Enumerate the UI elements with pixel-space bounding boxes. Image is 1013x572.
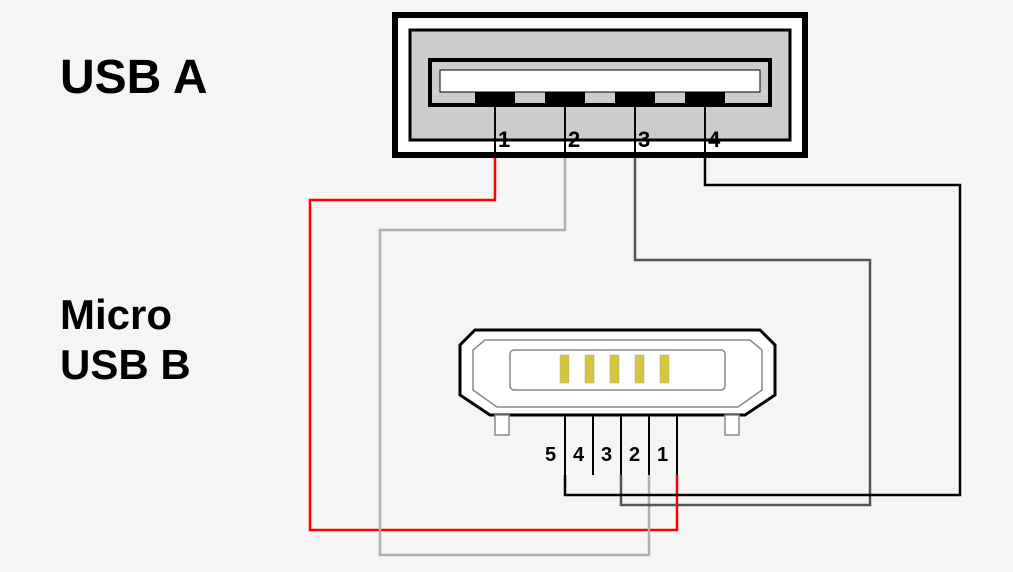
usb-a-pin-label-3: 3: [638, 127, 650, 153]
micro-line2: USB B: [60, 341, 191, 388]
micro-b-contact-4: [585, 355, 594, 383]
micro-usb-b-title: Micro USB B: [60, 290, 191, 391]
usb-a-pin-label-4: 4: [708, 127, 720, 153]
diagram-container: USB A Micro USB B 123454321: [0, 0, 1013, 572]
usb-a-contact-3: [615, 92, 655, 105]
micro-b-pin-label-3: 3: [601, 444, 612, 467]
micro-b-contact-1: [660, 355, 669, 383]
micro-b-pin-label-2: 2: [629, 444, 640, 467]
micro-b-contact-3: [610, 355, 619, 383]
micro-b-pin-label-4: 4: [573, 444, 584, 467]
micro-b-pin-label-5: 5: [545, 444, 556, 467]
micro-b-tab-2: [725, 415, 739, 435]
usb-a-title: USB A: [60, 50, 208, 105]
micro-b-contact-5: [560, 355, 569, 383]
gnd-pin4-to-pin5: [565, 155, 960, 495]
micro-b-pin-label-1: 1: [657, 444, 668, 467]
usb-a-contact-1: [475, 92, 515, 105]
micro-b-tab-1: [495, 415, 509, 435]
micro-b-contact-2: [635, 355, 644, 383]
usb-a-slot: [440, 70, 760, 92]
usb-a-pin-label-2: 2: [568, 127, 580, 153]
usb-a-contact-2: [545, 92, 585, 105]
usb-a-pin-label-1: 1: [498, 127, 510, 153]
usb-a-contact-4: [685, 92, 725, 105]
micro-line1: Micro: [60, 291, 172, 338]
